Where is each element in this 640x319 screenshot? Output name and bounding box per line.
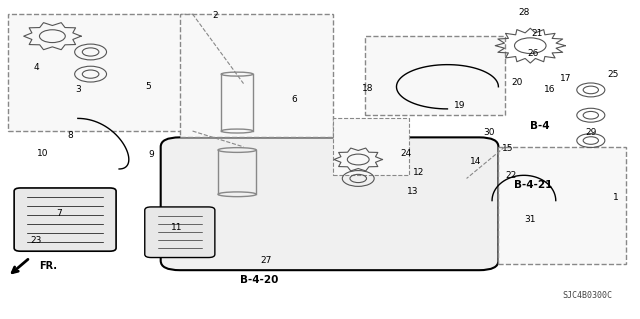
Text: B-4-20: B-4-20 <box>240 275 278 285</box>
FancyBboxPatch shape <box>365 36 505 115</box>
Text: 8: 8 <box>67 131 73 140</box>
Text: 7: 7 <box>56 209 61 218</box>
Text: 30: 30 <box>483 128 495 137</box>
Text: 13: 13 <box>406 187 418 196</box>
Text: 3: 3 <box>75 85 81 94</box>
FancyBboxPatch shape <box>145 207 215 257</box>
Text: 5: 5 <box>145 82 151 91</box>
Text: 22: 22 <box>506 171 516 180</box>
Text: 26: 26 <box>528 49 539 58</box>
Text: SJC4B0300C: SJC4B0300C <box>563 291 612 300</box>
FancyBboxPatch shape <box>14 188 116 251</box>
Text: 14: 14 <box>470 157 482 166</box>
Text: 2: 2 <box>212 11 218 20</box>
Text: 12: 12 <box>413 168 424 177</box>
Text: 21: 21 <box>531 28 542 38</box>
Text: 20: 20 <box>512 78 524 86</box>
Text: 10: 10 <box>37 149 49 158</box>
Text: 31: 31 <box>525 215 536 224</box>
Text: 29: 29 <box>585 128 596 137</box>
Text: 6: 6 <box>292 95 298 104</box>
FancyBboxPatch shape <box>333 118 409 175</box>
Text: 11: 11 <box>171 223 182 232</box>
Text: 4: 4 <box>34 63 39 72</box>
Text: 28: 28 <box>518 8 529 17</box>
Text: 1: 1 <box>613 193 619 202</box>
Text: B-4: B-4 <box>530 121 550 131</box>
Text: 18: 18 <box>362 84 374 93</box>
Text: 25: 25 <box>607 70 619 78</box>
Text: 9: 9 <box>148 150 154 159</box>
Text: 16: 16 <box>543 85 555 94</box>
FancyBboxPatch shape <box>8 14 193 131</box>
Text: B-4-21: B-4-21 <box>515 180 553 190</box>
Text: 15: 15 <box>502 144 514 153</box>
Text: 27: 27 <box>260 256 271 265</box>
Text: FR.: FR. <box>40 261 58 271</box>
Text: 24: 24 <box>401 149 412 158</box>
Text: 17: 17 <box>559 74 571 83</box>
Text: 23: 23 <box>31 236 42 245</box>
FancyBboxPatch shape <box>499 147 626 264</box>
FancyBboxPatch shape <box>180 14 333 137</box>
FancyBboxPatch shape <box>161 137 499 270</box>
Text: 19: 19 <box>454 101 466 110</box>
